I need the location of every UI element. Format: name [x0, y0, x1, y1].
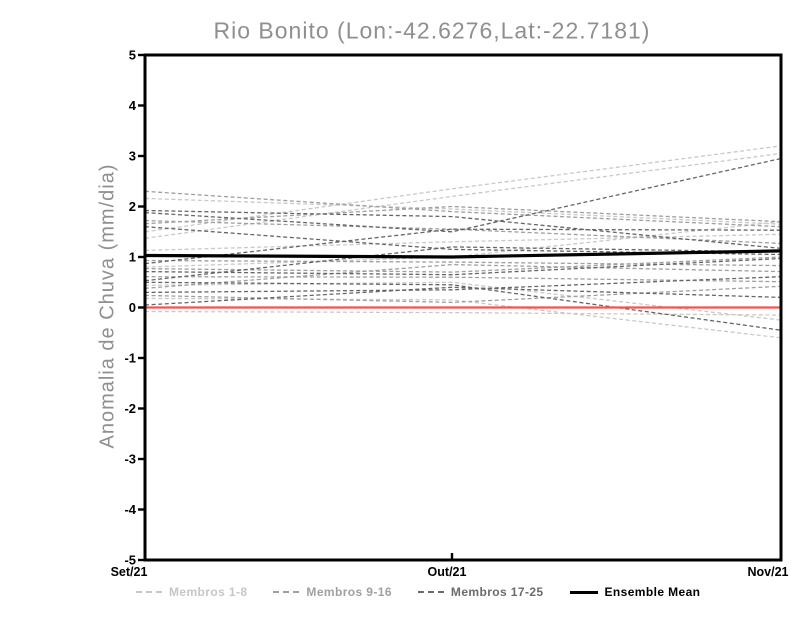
x-tick-label: Nov/21 [748, 565, 789, 579]
series-line-membro-10 [144, 219, 782, 245]
series-line-membro-6 [144, 297, 782, 339]
y-tick-label: 4 [129, 98, 137, 113]
x-tick-label: Out/21 [428, 565, 467, 579]
chart-title: Rio Bonito (Lon:-42.6276,Lat:-22.7181) [213, 17, 651, 44]
legend-label: Membros 9-16 [306, 585, 392, 599]
legend-label: Ensemble Mean [604, 585, 701, 599]
series-line-membro-18 [144, 157, 782, 233]
series-line-membro-17 [144, 209, 782, 250]
legend-item-membros-9-16: Membros 9-16 [273, 585, 392, 599]
y-tick-label: 5 [129, 48, 136, 63]
series-line-membro-3 [144, 152, 782, 239]
legend: Membros 1-8 Membros 9-16 Membros 17-25 Ense… [136, 585, 700, 599]
legend-label: Membros 17-25 [450, 585, 544, 599]
y-tick-label: 3 [129, 149, 136, 164]
legend-item-membros-1-8: Membros 1-8 [136, 585, 247, 599]
y-tick-label: -4 [124, 502, 136, 517]
legend-item-membros-17-25: Membros 17-25 [417, 585, 544, 599]
y-tick-label: -2 [124, 401, 136, 416]
series-line-membro-8 [144, 221, 782, 268]
series-line-membro-1 [144, 197, 782, 225]
legend-label: Membros 1-8 [169, 585, 248, 599]
series-line-membro-22 [144, 246, 782, 282]
legend-dashed-line-sample [417, 591, 444, 593]
x-tick-label: Set/21 [111, 565, 148, 579]
series-line-membro-20 [144, 228, 782, 265]
series-line-membro-12 [144, 259, 782, 267]
series-line-membro-24 [144, 276, 782, 294]
series-line-membro-23 [144, 281, 782, 331]
y-tick-label: -5 [124, 553, 136, 568]
series-line-membro-5 [144, 281, 782, 321]
series-line-ensemble-mean [144, 249, 782, 259]
legend-dashed-line-sample [273, 591, 300, 593]
series-line-membro-14 [144, 276, 782, 283]
y-tick-label: -1 [124, 351, 136, 366]
series-line-membro-9 [144, 190, 782, 228]
series-line-membro-15 [144, 263, 782, 289]
y-tick-label: 0 [129, 300, 136, 315]
series-line-membro-4 [144, 233, 782, 252]
series-line-membro-16 [144, 285, 782, 304]
series-line-membro-21 [144, 257, 782, 276]
y-tick-label: 2 [129, 199, 136, 214]
legend-dashed-line-sample [136, 591, 162, 593]
series-line-membro-19 [144, 226, 782, 256]
legend-item-ensemble-mean: Ensemble Mean [569, 585, 701, 599]
legend-solid-line-sample [569, 590, 598, 594]
series-line-membro-11 [144, 205, 782, 225]
series-line-membro-2 [144, 145, 782, 233]
series-line-membro-25 [144, 286, 782, 306]
y-tick-label: 1 [129, 250, 136, 265]
y-tick-label: -3 [124, 452, 136, 467]
series-line-membro-7 [144, 310, 782, 316]
